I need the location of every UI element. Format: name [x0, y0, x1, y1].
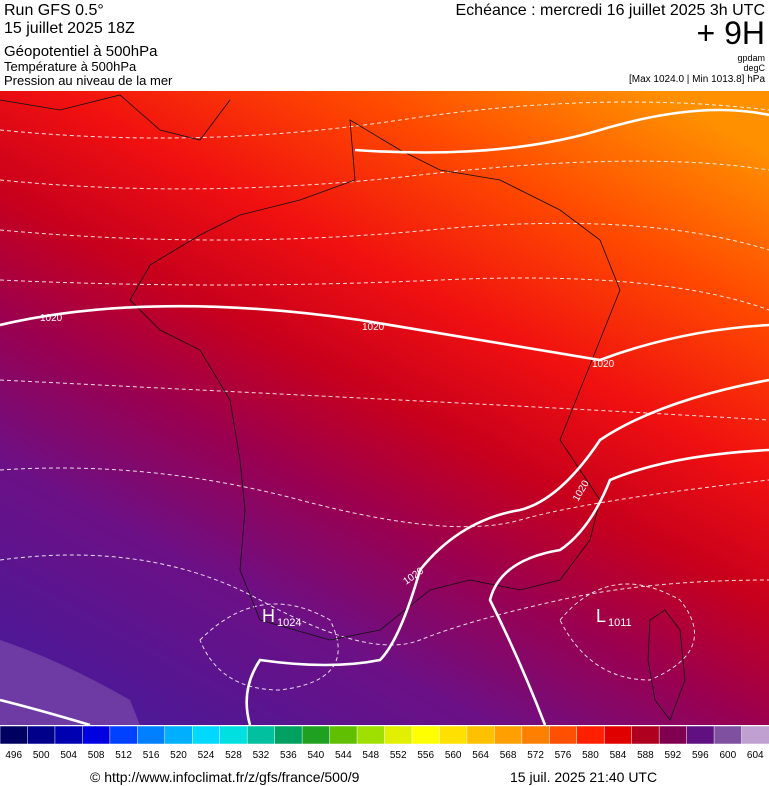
colorbar-swatch	[439, 725, 468, 745]
run-date: 15 juillet 2025 18Z	[4, 20, 135, 37]
colorbar-label: 596	[692, 750, 709, 761]
pressure-range: [Max 1024.0 | Min 1013.8] hPa	[629, 74, 765, 85]
colorbar-label: 496	[5, 750, 22, 761]
colorbar-label: 572	[527, 750, 544, 761]
colorbar-swatch	[54, 725, 84, 745]
colorbar-swatch	[466, 725, 496, 745]
colorbar-label: 528	[225, 750, 242, 761]
colorbar-label: 604	[747, 750, 764, 761]
colorbar-label: 504	[60, 750, 77, 761]
field-label: Géopotentiel à 500hPa	[4, 43, 158, 60]
colorbar-label: 532	[253, 750, 270, 761]
colorbar-swatch	[164, 725, 194, 745]
colorbar-swatch	[494, 725, 523, 745]
colorbar-swatch	[384, 725, 413, 745]
isobar-label: 1020	[362, 322, 385, 333]
colorbar-swatch	[246, 725, 276, 745]
high-value: 1024	[277, 617, 301, 629]
colorbar-label: 600	[719, 750, 736, 761]
colorbar-swatch	[27, 725, 56, 745]
colorbar-swatch	[274, 725, 303, 745]
colorbar-swatch	[658, 725, 688, 745]
colorbar-label: 508	[88, 750, 105, 761]
colorbar-swatch	[411, 725, 441, 745]
lead-time: + 9H	[697, 15, 765, 51]
colorbar-label: 584	[610, 750, 627, 761]
colorbar-swatch	[686, 725, 715, 745]
colorbar-swatch	[219, 725, 248, 745]
isobar-label: 1020	[592, 359, 615, 370]
colorbar-swatch	[0, 725, 29, 745]
colorbar-label: 564	[472, 750, 489, 761]
source-link[interactable]: © http://www.infoclimat.fr/z/gfs/france/…	[90, 769, 360, 785]
run-label: Run GFS 0.5°	[4, 2, 104, 19]
colorbar-swatch	[82, 725, 111, 745]
colorbar-swatch	[192, 725, 221, 745]
colorbar-swatch	[576, 725, 605, 745]
field-label: Pression au niveau de la mer	[4, 73, 173, 88]
isobar-label: 1020	[40, 313, 63, 324]
timestamp: 15 juil. 2025 21:40 UTC	[510, 769, 657, 785]
colorbar-label: 512	[115, 750, 132, 761]
field-label: Température à 500hPa	[4, 59, 137, 74]
colorbar-swatch	[329, 725, 358, 745]
low-letter: L	[596, 606, 606, 626]
high-letter: H	[262, 606, 275, 626]
colorbar-swatch	[549, 725, 578, 745]
low-value: 1011	[608, 617, 632, 629]
colorbar-label: 552	[390, 750, 407, 761]
map: 1020 1020 1020 1020 1020 H 1024 L 1011	[0, 91, 769, 725]
colorbar-label: 524	[198, 750, 215, 761]
colorbar-label: 540	[307, 750, 324, 761]
colorbar-label: 516	[143, 750, 160, 761]
colorbar-swatch	[741, 725, 769, 745]
colorbar-label: 556	[417, 750, 434, 761]
colorbar-label: 500	[33, 750, 50, 761]
unit-label: gpdam	[737, 53, 765, 63]
colorbar-swatch	[521, 725, 551, 745]
colorbar-swatch	[713, 725, 743, 745]
colorbar-label: 548	[362, 750, 379, 761]
colorbar-label: 560	[445, 750, 462, 761]
colorbar-swatch	[631, 725, 660, 745]
unit-label: degC	[743, 63, 765, 73]
colorbar-label: 544	[335, 750, 352, 761]
forecast-time: Echéance : mercredi 16 juillet 2025 3h U…	[456, 2, 766, 19]
colorbar-label: 520	[170, 750, 187, 761]
colorbar-label: 568	[500, 750, 517, 761]
colorbar-label: 536	[280, 750, 297, 761]
colorbar-swatch	[603, 725, 633, 745]
colorbar-swatch	[137, 725, 166, 745]
colorbar-label: 592	[665, 750, 682, 761]
colorbar-label: 588	[637, 750, 654, 761]
colorbar-swatch	[356, 725, 386, 745]
colorbar-label: 580	[582, 750, 599, 761]
colorbar: 496 500 504 508 512 516 520 524 528 532 536 540 544 5…	[0, 725, 769, 761]
colorbar-swatch	[301, 725, 331, 745]
colorbar-swatch	[109, 725, 139, 745]
colorbar-label: 576	[555, 750, 572, 761]
